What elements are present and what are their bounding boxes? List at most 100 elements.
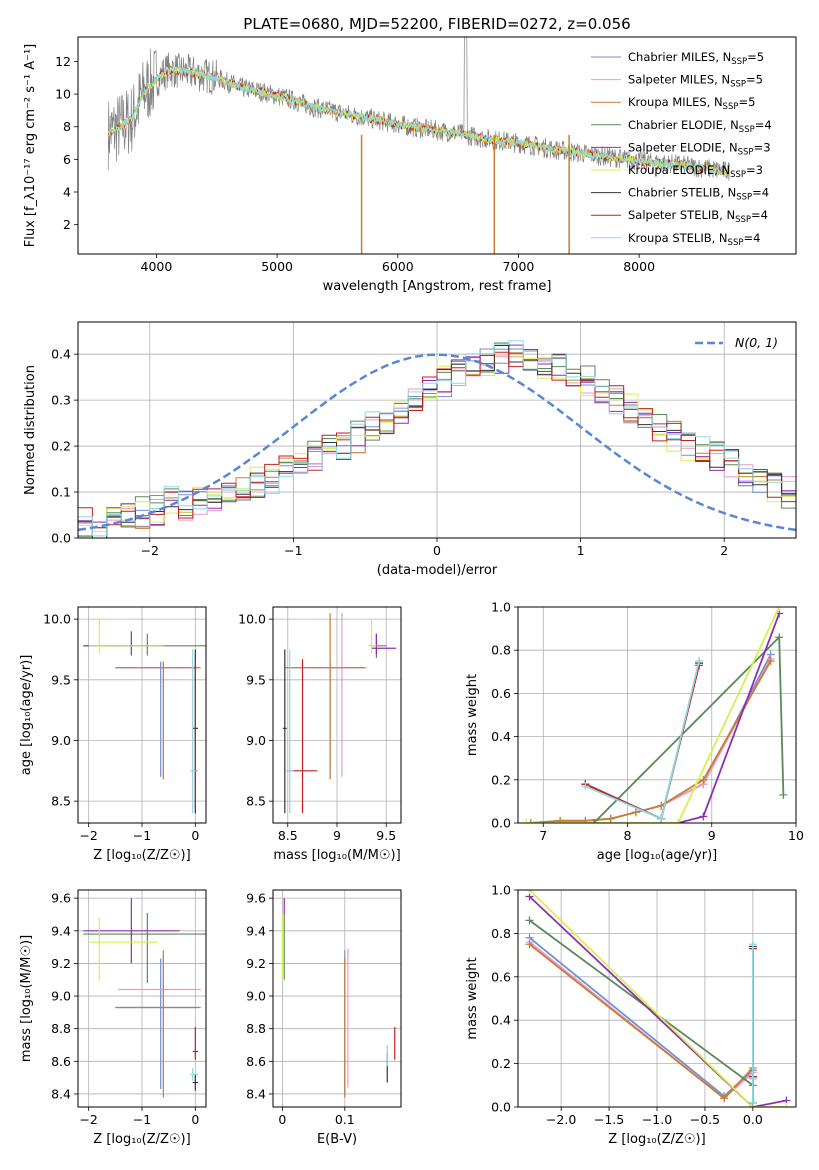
legend-text: Kroupa ELODIE, N: [628, 163, 730, 177]
y-tick-label: 10.0: [238, 612, 266, 627]
y-axis-label: mass weight: [465, 674, 480, 756]
plot-area: [107, 37, 730, 254]
y-tick-label: 8.4: [246, 1086, 266, 1101]
y-tick-label: 0.2: [51, 439, 71, 454]
histogram-chabrier_elodie: [78, 342, 796, 538]
y-tick-label: 9.6: [51, 891, 71, 906]
legend-suffix: =4: [755, 118, 772, 132]
legend-suffix: =4: [743, 231, 760, 245]
weight-marker: [657, 814, 666, 823]
axes-frame: 4000 5000 6000 7000 8000 2 4 6 8 10 12 wavelength […: [23, 36, 797, 294]
legend-subscript: SSP: [730, 80, 746, 90]
y-tick-label: 8.8: [246, 1021, 266, 1036]
y-tick-label: 2: [63, 217, 71, 232]
x-tick-label: 10: [788, 828, 804, 843]
x-tick-label: 7: [539, 828, 547, 843]
x-tick-label: 7000: [503, 259, 535, 274]
plot-area: [78, 340, 796, 538]
y-tick-label: 0.2: [491, 1056, 511, 1071]
plot-area: [281, 898, 396, 1098]
x-tick-label: −1: [284, 543, 302, 558]
x-tick-label: 8: [624, 828, 632, 843]
weight-marker: [775, 607, 784, 611]
legend-suffix: =4: [752, 186, 769, 200]
y-tick-label: 0.4: [491, 729, 511, 744]
legend-entry: Salpeter STELIB, NSSP=4: [628, 208, 768, 225]
x-tick-label: 9: [708, 828, 716, 843]
axes-border: [77, 36, 797, 255]
weight-marker: [589, 819, 598, 823]
legend-subscript: SSP: [730, 170, 746, 180]
observed-spectrum-line: [107, 37, 730, 181]
axes-frame: −2 −1 0 8.5 9.0 9.5 10.0 Z [log₁₀(Z/Z☉)] age [lo…: [19, 606, 207, 863]
x-axis-label: age [log₁₀(age/yr)]: [597, 848, 718, 863]
y-tick-label: 8: [63, 119, 71, 134]
axes-frame: −2 −1 0 8.4 8.6 8.8 9.0 9.2 9.4 9.6 Z [log₁₀(Z/Z☉)…: [19, 889, 207, 1147]
weight-line-chabrier_elodie: [593, 635, 785, 823]
y-tick-label: 4: [63, 185, 71, 200]
weight-marker: [695, 657, 704, 665]
weight-marker: [775, 633, 784, 642]
x-tick-label: 4000: [141, 259, 173, 274]
y-tick-label: 0.4: [51, 347, 71, 362]
axes-frame: −2 −1 0 1 2 0.0 0.1 0.2 0.3 0.4 (data-model)/error…: [23, 321, 797, 578]
legend-text: Salpeter STELIB, N: [628, 208, 735, 222]
x-tick-label: −2.0: [546, 1112, 576, 1127]
x-tick-label: 5000: [261, 259, 293, 274]
residuals-panel: −2 −1 0 1 2 0.0 0.1 0.2 0.3 0.4 (data-model)/error…: [23, 321, 797, 578]
x-axis-label: Z [log₁₀(Z/Z☉)]: [93, 848, 190, 863]
weight-marker: [522, 819, 531, 823]
weight-marker: [525, 916, 534, 925]
y-axis-label: mass [log₁₀(M/M☉)]: [19, 935, 34, 1062]
normal-curve: [78, 353, 796, 532]
model-spectrum-kroupa_stelib: [107, 64, 730, 175]
y-tick-label: 9.4: [51, 923, 71, 938]
age-vs-mass-panel: 8.5 9 9.5 8.5 9.0 9.5 10.0 mass [log₁₀(M/M☉)]: [238, 606, 402, 863]
x-tick-label: 0: [278, 1112, 286, 1127]
legend-entry: Chabrier STELIB, NSSP=4: [628, 186, 769, 203]
x-tick-label: 8000: [623, 259, 655, 274]
weight-line-salpeter_elodie: [528, 895, 787, 1107]
legend-entry: Kroupa MILES, NSSP=5: [628, 95, 755, 112]
y-tick-label: 9.0: [51, 989, 71, 1004]
legend-subscript: SSP: [735, 215, 751, 225]
mass-vs-extinction-panel: 0 0.1 8.4 8.6 8.8 9.0 9.2 9.4 9.6 E(B-V): [246, 889, 402, 1147]
x-tick-label: −1: [133, 828, 151, 843]
x-tick-label: −0.5: [690, 1112, 720, 1127]
legend-text: Kroupa MILES, N: [628, 95, 723, 109]
weight-line-kroupa_miles: [530, 660, 772, 823]
y-axis-label: Flux [f_λ10⁻¹⁷ erg cm⁻² s⁻¹ A⁻¹]: [23, 44, 38, 248]
y-tick-label: 9.5: [51, 672, 71, 687]
mass-weight-vs-metallicity-panel: −2.0 −1.5 −1.0 −0.5 0.0 0.0 0.2 0.4 0.6 0.8 1.0 Z […: [465, 883, 797, 1147]
y-tick-label: 8.4: [51, 1086, 71, 1101]
legend-suffix: =3: [746, 163, 763, 177]
y-tick-label: 1.0: [491, 600, 511, 615]
y-tick-label: 0.2: [491, 772, 511, 787]
x-tick-label: 0: [433, 543, 441, 558]
y-tick-label: 10: [55, 87, 71, 102]
legend-subscript: SSP: [731, 57, 747, 67]
y-tick-label: 0.8: [491, 926, 511, 941]
plot-area: [83, 619, 206, 814]
plot-area: [522, 607, 788, 823]
legend-entry: Salpeter ELODIE, NSSP=3: [628, 140, 771, 157]
x-axis-label: Z [log₁₀(Z/Z☉)]: [608, 1132, 705, 1147]
y-tick-label: 0.6: [491, 969, 511, 984]
weight-line-kroupa_elodie: [526, 607, 781, 823]
weight-marker: [720, 1094, 729, 1103]
legend-text: Salpeter ELODIE, N: [628, 140, 738, 154]
y-tick-label: 0.0: [51, 531, 71, 546]
x-tick-label: 0.0: [743, 1112, 763, 1127]
x-tick-label: 0: [191, 828, 199, 843]
legend-suffix: =4: [751, 208, 768, 222]
x-axis-label: mass [log₁₀(M/M☉)]: [273, 848, 400, 863]
weight-line-kroupa_elodie: [528, 890, 787, 1107]
y-tick-label: 9.6: [246, 891, 266, 906]
x-axis-label: Z [log₁₀(Z/Z☉)]: [93, 1132, 190, 1147]
weight-marker: [525, 940, 534, 949]
x-axis-label: wavelength [Angstrom, rest frame]: [323, 279, 552, 294]
legend-entry: Salpeter MILES, NSSP=5: [628, 73, 763, 90]
x-tick-label: 9: [333, 828, 341, 843]
y-tick-label: 0.1: [51, 485, 71, 500]
axes-frame: −2.0 −1.5 −1.0 −0.5 0.0 0.0 0.2 0.4 0.6 0.8 1.0 Z […: [465, 883, 797, 1147]
